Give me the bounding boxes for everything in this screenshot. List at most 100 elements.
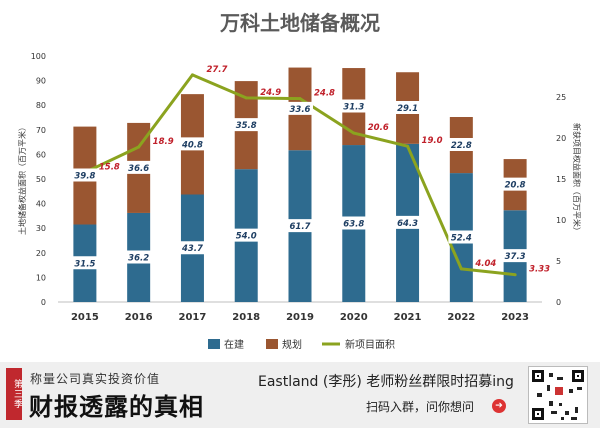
banner-subtitle: 称量公司真实投资价值	[30, 372, 161, 386]
arrow-right-icon[interactable]: ➔	[492, 399, 506, 413]
qr-dot	[565, 411, 569, 415]
qr-dot	[559, 403, 562, 406]
line-point	[406, 144, 410, 148]
legend-label-new-projects: 新项目面积	[345, 338, 395, 351]
data-labels: 31.5 39.8 36.2 36.6 43.7 40.8 54.0 35.8 61.7 33.6…	[71, 65, 550, 275]
y-left-tick-label: 60	[36, 150, 46, 159]
bar-value-label: 43.7	[181, 244, 203, 254]
bar-value-label: 61.7	[290, 222, 311, 232]
bar-label-box	[71, 256, 98, 270]
bar-label-box	[340, 216, 367, 230]
bar-value-label: 52.4	[451, 234, 472, 244]
bar-value-label: 35.8	[236, 121, 257, 131]
x-tick-label: 2020	[340, 312, 368, 323]
line-point	[459, 267, 463, 271]
line-value-label: 4.04	[474, 259, 496, 269]
line-point	[137, 145, 141, 149]
qr-corner	[532, 370, 544, 382]
bar-value-label: 54.0	[236, 232, 257, 242]
x-tick-label: 2017	[179, 312, 207, 323]
bar-value-label: 31.3	[343, 103, 364, 113]
bar-label-box	[502, 177, 529, 191]
x-tick-label: 2018	[232, 312, 260, 323]
legend-label-construction: 在建	[224, 338, 244, 351]
y-left-tick-label: 0	[41, 298, 46, 307]
y-left-tick-label: 50	[36, 175, 46, 184]
banner-title: 财报透露的真相	[29, 392, 204, 421]
bar-label-box	[340, 99, 367, 113]
line-point	[190, 73, 194, 77]
bar-label-box	[287, 219, 313, 233]
qr-dot	[571, 417, 577, 420]
line-value-label: 15.8	[99, 162, 120, 172]
bar-label-box	[125, 160, 152, 174]
scan-prompt: 扫码入群，问你想问	[366, 400, 475, 414]
legend-label-planned: 规划	[282, 338, 302, 351]
qr-dot	[569, 389, 573, 393]
chart-svg: 万科土地储备概况 0102030405060708090100051015202…	[17, 11, 582, 351]
bar-value-label: 39.8	[74, 172, 95, 182]
qr-corner	[532, 408, 544, 420]
bar-label-box	[233, 118, 260, 132]
y-left-tick-label: 90	[36, 77, 46, 86]
qr-dot	[547, 385, 550, 391]
line-point	[513, 273, 517, 277]
y-right-tick-label: 5	[556, 257, 561, 266]
chart-title: 万科土地储备概况	[219, 11, 380, 35]
line-value-label: 24.8	[314, 89, 335, 99]
y-right-tick-label: 20	[556, 134, 566, 143]
qr-code-icon[interactable]	[528, 366, 588, 424]
qr-dot	[549, 373, 553, 377]
bar-label-box	[71, 168, 98, 182]
bar-value-label: 37.3	[505, 252, 526, 262]
y-right-tick-label: 15	[556, 175, 566, 184]
bar-label-box	[125, 250, 152, 264]
bar-label-box	[502, 249, 529, 263]
y-right-axis-title: 新获项目权益面积（百万平米）	[572, 123, 582, 235]
y-left-tick-label: 70	[36, 126, 46, 135]
bar-value-label: 63.8	[343, 220, 364, 230]
y-left-tick-label: 10	[36, 273, 46, 282]
qr-logo	[555, 387, 563, 395]
qr-dot	[557, 377, 563, 380]
line-value-label: 3.33	[529, 265, 550, 275]
bar-value-label: 36.2	[128, 253, 149, 263]
x-tick-label: 2023	[501, 312, 529, 323]
qr-dot	[577, 387, 582, 390]
y-left-tick-label: 40	[36, 200, 46, 209]
x-tick-label: 2019	[286, 312, 314, 323]
x-tick-label: 2016	[125, 312, 153, 323]
y-left-tick-label: 100	[31, 52, 46, 61]
bar-value-label: 22.8	[451, 141, 472, 151]
y-left-tick-label: 80	[36, 101, 46, 110]
promo-banner	[0, 362, 600, 428]
bar-label-box	[448, 230, 475, 244]
bar-value-label: 36.6	[128, 164, 149, 174]
season-badge: 第三季	[6, 368, 22, 420]
line-value-label: 18.9	[153, 137, 174, 147]
line-value-label: 24.9	[260, 88, 281, 98]
bar-value-label: 33.6	[290, 105, 311, 115]
bar-value-label: 40.8	[181, 140, 203, 150]
bar-label-box	[233, 228, 260, 242]
bar-value-label: 29.1	[397, 104, 418, 114]
line-value-label: 27.7	[206, 65, 227, 75]
bar-label-box	[179, 137, 206, 151]
x-tick-label: 2015	[71, 312, 99, 323]
bar-value-label: 31.5	[74, 259, 95, 269]
line-point	[298, 97, 302, 101]
line-point	[352, 131, 356, 135]
bar-label-box	[448, 138, 475, 152]
bar-label-box	[394, 101, 421, 115]
x-tick-label: 2021	[394, 312, 422, 323]
qr-dot	[551, 411, 557, 414]
y-right-tick-label: 25	[556, 93, 566, 102]
qr-dot	[575, 407, 578, 413]
bar-label-box	[394, 215, 421, 229]
bar-label-box	[179, 241, 206, 255]
y-right-tick-label: 0	[556, 298, 561, 307]
line-value-label: 20.6	[368, 123, 389, 133]
legend-swatch-planned	[266, 339, 278, 349]
axes: 0 10 20 30 40 50 60 70 80 90 100 0 5 10 15 20 25 2015 2016…	[17, 52, 582, 323]
